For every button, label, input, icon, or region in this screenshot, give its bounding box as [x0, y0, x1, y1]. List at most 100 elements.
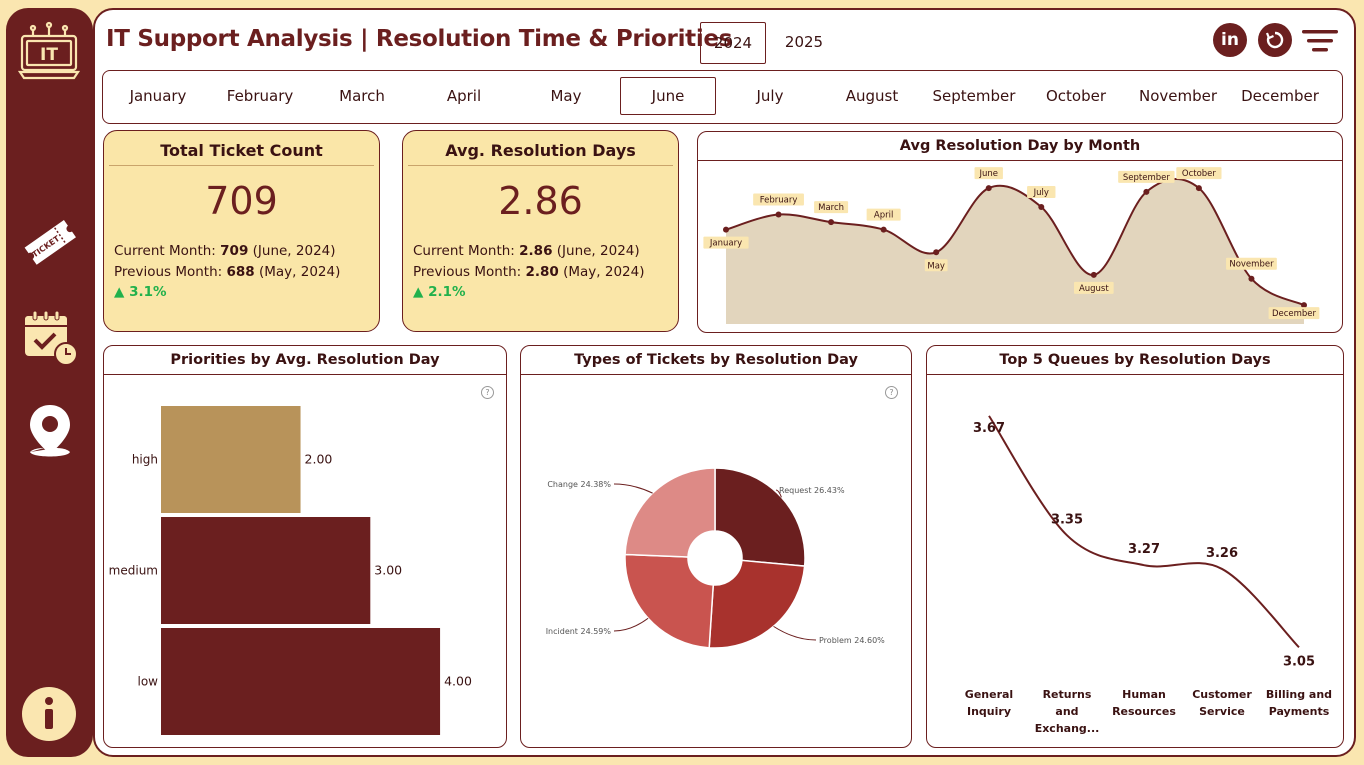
- chart-title: Priorities by Avg. Resolution Day: [104, 346, 506, 375]
- panel-ticket-types: Types of Tickets by Resolution Day ? Req…: [520, 345, 912, 748]
- kpi-value: 709: [205, 179, 278, 223]
- current-period: (June, 2024): [556, 243, 640, 259]
- value-label: 3.27: [1128, 542, 1160, 557]
- month-button-august[interactable]: August: [845, 87, 899, 105]
- value-label: 3.05: [1283, 654, 1315, 669]
- it-logo-text: IT: [40, 45, 58, 65]
- data-label: January: [709, 239, 742, 249]
- month-button-june[interactable]: June: [620, 77, 716, 115]
- kpi-delta: ▲ 3.1%: [114, 284, 167, 300]
- area-fill: [726, 178, 1304, 324]
- leader-line: [773, 625, 817, 641]
- data-label-bg: [1074, 281, 1114, 294]
- panel-priorities: Priorities by Avg. Resolution Day ? high…: [103, 345, 507, 748]
- reset-icon[interactable]: [1258, 23, 1292, 57]
- bar-chart[interactable]: high 2.00 medium 3.00 low 4.00: [104, 376, 505, 746]
- sidebar: IT TICKET: [6, 8, 93, 757]
- slice-label: Request 26.43%: [779, 486, 845, 495]
- data-label: June: [978, 169, 998, 179]
- help-icon[interactable]: ?: [481, 386, 494, 399]
- data-point: [880, 226, 887, 233]
- bar: [161, 517, 371, 624]
- linkedin-icon[interactable]: in: [1213, 23, 1247, 57]
- data-point: [1038, 203, 1045, 210]
- current-label: Current Month:: [413, 243, 515, 259]
- data-label-bg: [1118, 170, 1175, 183]
- category-label: low: [138, 675, 159, 689]
- data-label: August: [1079, 284, 1109, 294]
- data-label: November: [1229, 260, 1274, 270]
- month-button-may[interactable]: May: [550, 87, 582, 105]
- value-label: 4.00: [444, 674, 472, 689]
- slice: [624, 553, 715, 649]
- data-label-bg: [703, 236, 749, 249]
- category-label: General Inquiry: [965, 688, 1013, 718]
- category-label: Billing and Payments: [1266, 688, 1332, 718]
- leader-line: [775, 489, 782, 498]
- kpi-card-ticket-count: Total Ticket Count 709 Current Month: 70…: [103, 130, 380, 332]
- month-button-december[interactable]: December: [1241, 87, 1319, 105]
- month-slicer: January February March April May June Ju…: [102, 70, 1343, 124]
- ticket-icon[interactable]: TICKET: [20, 212, 80, 272]
- panel-avg-resolution-by-month: Avg Resolution Day by Month January Febru…: [697, 131, 1343, 333]
- month-button-november[interactable]: November: [1138, 87, 1218, 105]
- line-chart[interactable]: 3.67 General Inquiry 3.35 Returns and Exchang.…: [927, 376, 1342, 746]
- data-label: March: [818, 203, 844, 213]
- bar: [161, 628, 441, 735]
- month-button-july[interactable]: July: [756, 87, 784, 105]
- data-point: [985, 185, 992, 192]
- data-point: [1301, 302, 1307, 309]
- year-button-2024[interactable]: 2024: [700, 22, 766, 64]
- calendar-check-icon[interactable]: [22, 308, 78, 368]
- panel-top-queues: Top 5 Queues by Resolution Days 3.67 Gene…: [926, 345, 1344, 748]
- kpi-title: Total Ticket Count: [109, 141, 374, 166]
- leader-line: [613, 617, 649, 632]
- kpi-current-line: Current Month: 2.86 (June, 2024): [413, 243, 640, 259]
- value-label: 3.00: [374, 563, 402, 578]
- slice: [624, 467, 716, 558]
- info-icon[interactable]: [21, 686, 77, 742]
- data-label: December: [1272, 309, 1317, 319]
- data-label-bg: [1027, 185, 1056, 198]
- value-label: 3.26: [1206, 546, 1238, 561]
- chart-title: Avg Resolution Day by Month: [698, 132, 1342, 161]
- category-label: high: [132, 453, 158, 467]
- slice-label: Change 24.38%: [547, 480, 611, 489]
- previous-label: Previous Month:: [413, 264, 522, 280]
- data-point: [1090, 271, 1097, 278]
- help-icon[interactable]: ?: [885, 386, 898, 399]
- data-label-bg: [1176, 167, 1222, 180]
- data-label-bg: [814, 201, 849, 214]
- kpi-current-line: Current Month: 709 (June, 2024): [114, 243, 336, 259]
- data-label-bg: [974, 167, 1003, 180]
- month-button-september[interactable]: September: [932, 87, 1016, 105]
- chart-title: Top 5 Queues by Resolution Days: [927, 346, 1343, 375]
- page-title: IT Support Analysis | Resolution Time & …: [106, 26, 733, 52]
- data-label: February: [760, 196, 798, 206]
- kpi-title: Avg. Resolution Days: [408, 141, 673, 166]
- year-button-2025[interactable]: 2025: [784, 33, 824, 51]
- location-pin-icon[interactable]: [24, 402, 76, 462]
- data-label: May: [927, 261, 945, 271]
- category-label: Returns and Exchang...: [1035, 688, 1100, 735]
- data-point: [1195, 185, 1202, 192]
- donut-chart[interactable]: Request 26.43% Problem 24.60% Incident 24.…: [521, 376, 910, 746]
- current-value: 2.86: [519, 243, 553, 259]
- category-label: Human Resources: [1112, 688, 1176, 718]
- current-value: 709: [220, 243, 249, 259]
- it-logo-icon[interactable]: IT: [18, 20, 80, 82]
- kpi-previous-line: Previous Month: 2.80 (May, 2024): [413, 264, 645, 280]
- leader-line: [613, 483, 653, 494]
- kpi-card-resolution-days: Avg. Resolution Days 2.86 Current Month:…: [402, 130, 679, 332]
- filter-menu-icon[interactable]: [1300, 28, 1340, 54]
- slice: [714, 467, 806, 567]
- month-button-march[interactable]: March: [339, 87, 385, 105]
- bar: [161, 406, 301, 513]
- month-button-october[interactable]: October: [1045, 87, 1107, 105]
- month-button-january[interactable]: January: [129, 87, 187, 105]
- area-chart[interactable]: January February March April May June July Augu…: [698, 161, 1341, 331]
- data-point: [775, 211, 782, 218]
- month-button-april[interactable]: April: [446, 87, 482, 105]
- month-button-february[interactable]: February: [226, 87, 294, 105]
